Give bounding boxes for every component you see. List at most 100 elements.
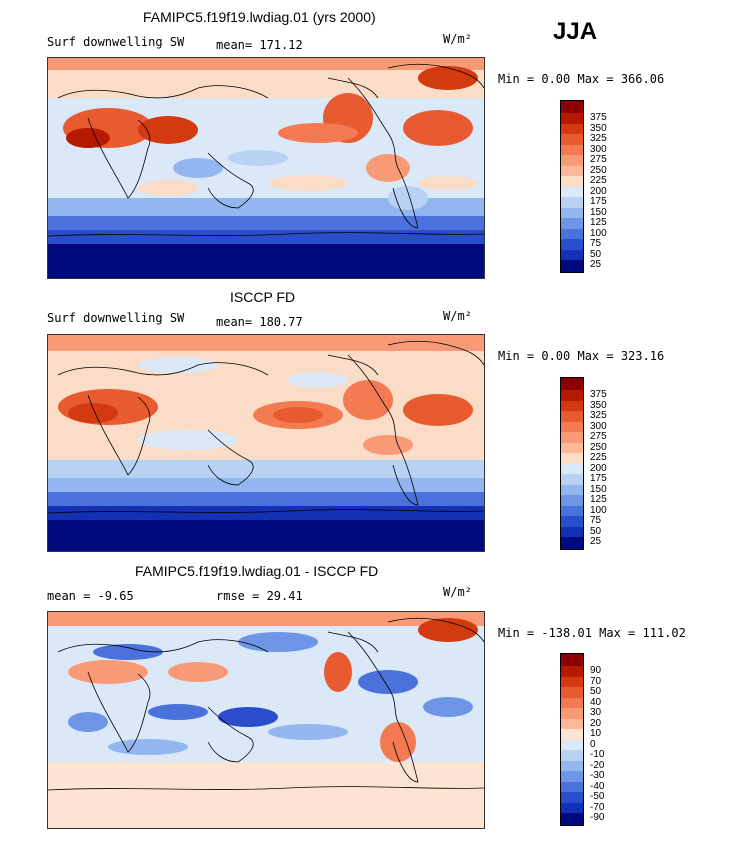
panel2-colorbar-label-2: 325: [590, 410, 607, 421]
panel3-mean-label: mean = -9.65: [47, 589, 134, 603]
panel3-colorbar-label-0: 90: [590, 665, 602, 676]
panel1-colorbar-label-7: 200: [590, 185, 607, 197]
panel3-swatch: [561, 666, 583, 677]
panel2-units: W/m²: [443, 309, 472, 323]
panel3-swatch: [561, 781, 583, 792]
panel1-colorbar-label-12: 75: [590, 238, 602, 249]
panel3-swatch: [561, 729, 583, 740]
panel1-mean-label: mean= 171.12: [216, 38, 303, 52]
panel2-colorbar-label-14: 25: [590, 536, 602, 547]
panel1-colorbar-label-0: 375: [590, 112, 607, 123]
panel1-colorbar-label-14: 25: [590, 259, 602, 270]
panel3-colorbar-label-10: -30: [590, 770, 605, 781]
panel1-minmax: Min = 0.00 Max = 366.06: [498, 72, 665, 86]
panel3-map: [47, 611, 485, 829]
panel2-swatch: [561, 474, 583, 485]
panel1-swatch: [561, 176, 583, 187]
panel3-colorbar-label-7: 0: [590, 738, 596, 750]
panel3-swatch: [561, 697, 583, 708]
panel2-swatch: [561, 505, 583, 516]
panel2-colorbar-label-12: 75: [590, 515, 602, 526]
panel2-swatch: [561, 411, 583, 422]
panel2-swatch: [561, 526, 583, 537]
panel2-mean-label: mean= 180.77: [216, 315, 303, 329]
panel1-swatch: [561, 239, 583, 250]
season-label: JJA: [553, 18, 598, 45]
panel3-swatch: [561, 760, 583, 771]
panel2-swatch: [561, 484, 583, 495]
panel1-colorbar-label-1: 350: [590, 122, 607, 134]
panel1-units: W/m²: [443, 32, 472, 46]
panel2-swatch: [561, 463, 583, 474]
panel1-colorbar-label-6: 225: [590, 175, 607, 186]
panel2-swatch: [561, 516, 583, 527]
panel3-swatch: [561, 654, 583, 666]
panel3-colorbar: [560, 653, 584, 826]
panel2-colorbar-label-4: 275: [590, 431, 607, 442]
panel1-colorbar-label-11: 100: [590, 227, 607, 239]
panel3-map-field: [48, 612, 484, 828]
panel1-colorbar-label-2: 325: [590, 133, 607, 144]
panel1-swatch: [561, 165, 583, 176]
panel3-colorbar-label-4: 30: [590, 707, 602, 718]
panel1-map-field: [48, 58, 484, 278]
panel3-colorbar-label-2: 50: [590, 686, 602, 697]
panel3-colorbar-label-11: -40: [590, 780, 605, 792]
panel3-swatch: [561, 792, 583, 803]
panel3-colorbar-label-13: -70: [590, 801, 605, 813]
panel3-swatch: [561, 687, 583, 698]
panel2-colorbar-label-5: 250: [590, 441, 607, 453]
panel2-swatch: [561, 495, 583, 506]
panel3-colorbar-label-12: -50: [590, 791, 605, 802]
panel2-colorbar-label-8: 175: [590, 473, 607, 484]
panel2-swatch: [561, 442, 583, 453]
panel1-field-label: Surf downwelling SW: [47, 35, 185, 49]
panel1-swatch: [561, 155, 583, 166]
panel1-colorbar-label-5: 250: [590, 164, 607, 176]
panel2-colorbar-label-9: 150: [590, 483, 607, 495]
panel3-colorbar-label-3: 40: [590, 696, 602, 708]
panel3-swatch: [561, 718, 583, 729]
panel3-swatch: [561, 771, 583, 782]
panel3-colorbar-label-14: -90: [590, 812, 605, 823]
panel1-colorbar-label-13: 50: [590, 248, 602, 260]
panel2-swatch: [561, 453, 583, 464]
panel1-swatch: [561, 101, 583, 113]
panel2-colorbar-label-13: 50: [590, 525, 602, 537]
panel2-swatch: [561, 421, 583, 432]
panel2-colorbar-label-3: 300: [590, 420, 607, 432]
panel3-colorbar-label-5: 20: [590, 717, 602, 729]
panel2-title: ISCCP FD: [230, 289, 296, 305]
panel3-colorbar-label-1: 70: [590, 675, 602, 687]
panel3-swatch: [561, 739, 583, 750]
panel2-map-field: [48, 335, 484, 551]
panel3-units: W/m²: [443, 585, 472, 599]
panel2-swatch: [561, 378, 583, 390]
panel2-swatch: [561, 432, 583, 443]
panel3-title: FAMIPC5.f19f19.lwdiag.01 - ISCCP FD: [135, 563, 379, 579]
panel1-swatch: [561, 207, 583, 218]
panel1-colorbar-label-8: 175: [590, 196, 607, 207]
panel1-swatch: [561, 134, 583, 145]
panel1-colorbar: [560, 100, 584, 273]
panel2-map: [47, 334, 485, 552]
panel1-swatch: [561, 144, 583, 155]
panel1-colorbar-label-3: 300: [590, 143, 607, 155]
panel3-colorbar-label-9: -20: [590, 759, 605, 771]
panel3-swatch: [561, 708, 583, 719]
panel1-colorbar-label-4: 275: [590, 154, 607, 165]
panel3-colorbar-label-8: -10: [590, 749, 605, 760]
panel2-swatch: [561, 400, 583, 411]
panel1-map: [47, 57, 485, 279]
panel1-swatch: [561, 123, 583, 134]
panel2-colorbar: [560, 377, 584, 550]
panel3-colorbar-label-6: 10: [590, 728, 602, 739]
panel2-colorbar-label-10: 125: [590, 494, 607, 505]
panel3-swatch: [561, 813, 583, 825]
panel1-swatch: [561, 113, 583, 124]
panel1-swatch: [561, 186, 583, 197]
panel2-swatch: [561, 390, 583, 401]
panel1-swatch: [561, 249, 583, 260]
panel3-swatch: [561, 802, 583, 813]
panel2-swatch: [561, 537, 583, 549]
